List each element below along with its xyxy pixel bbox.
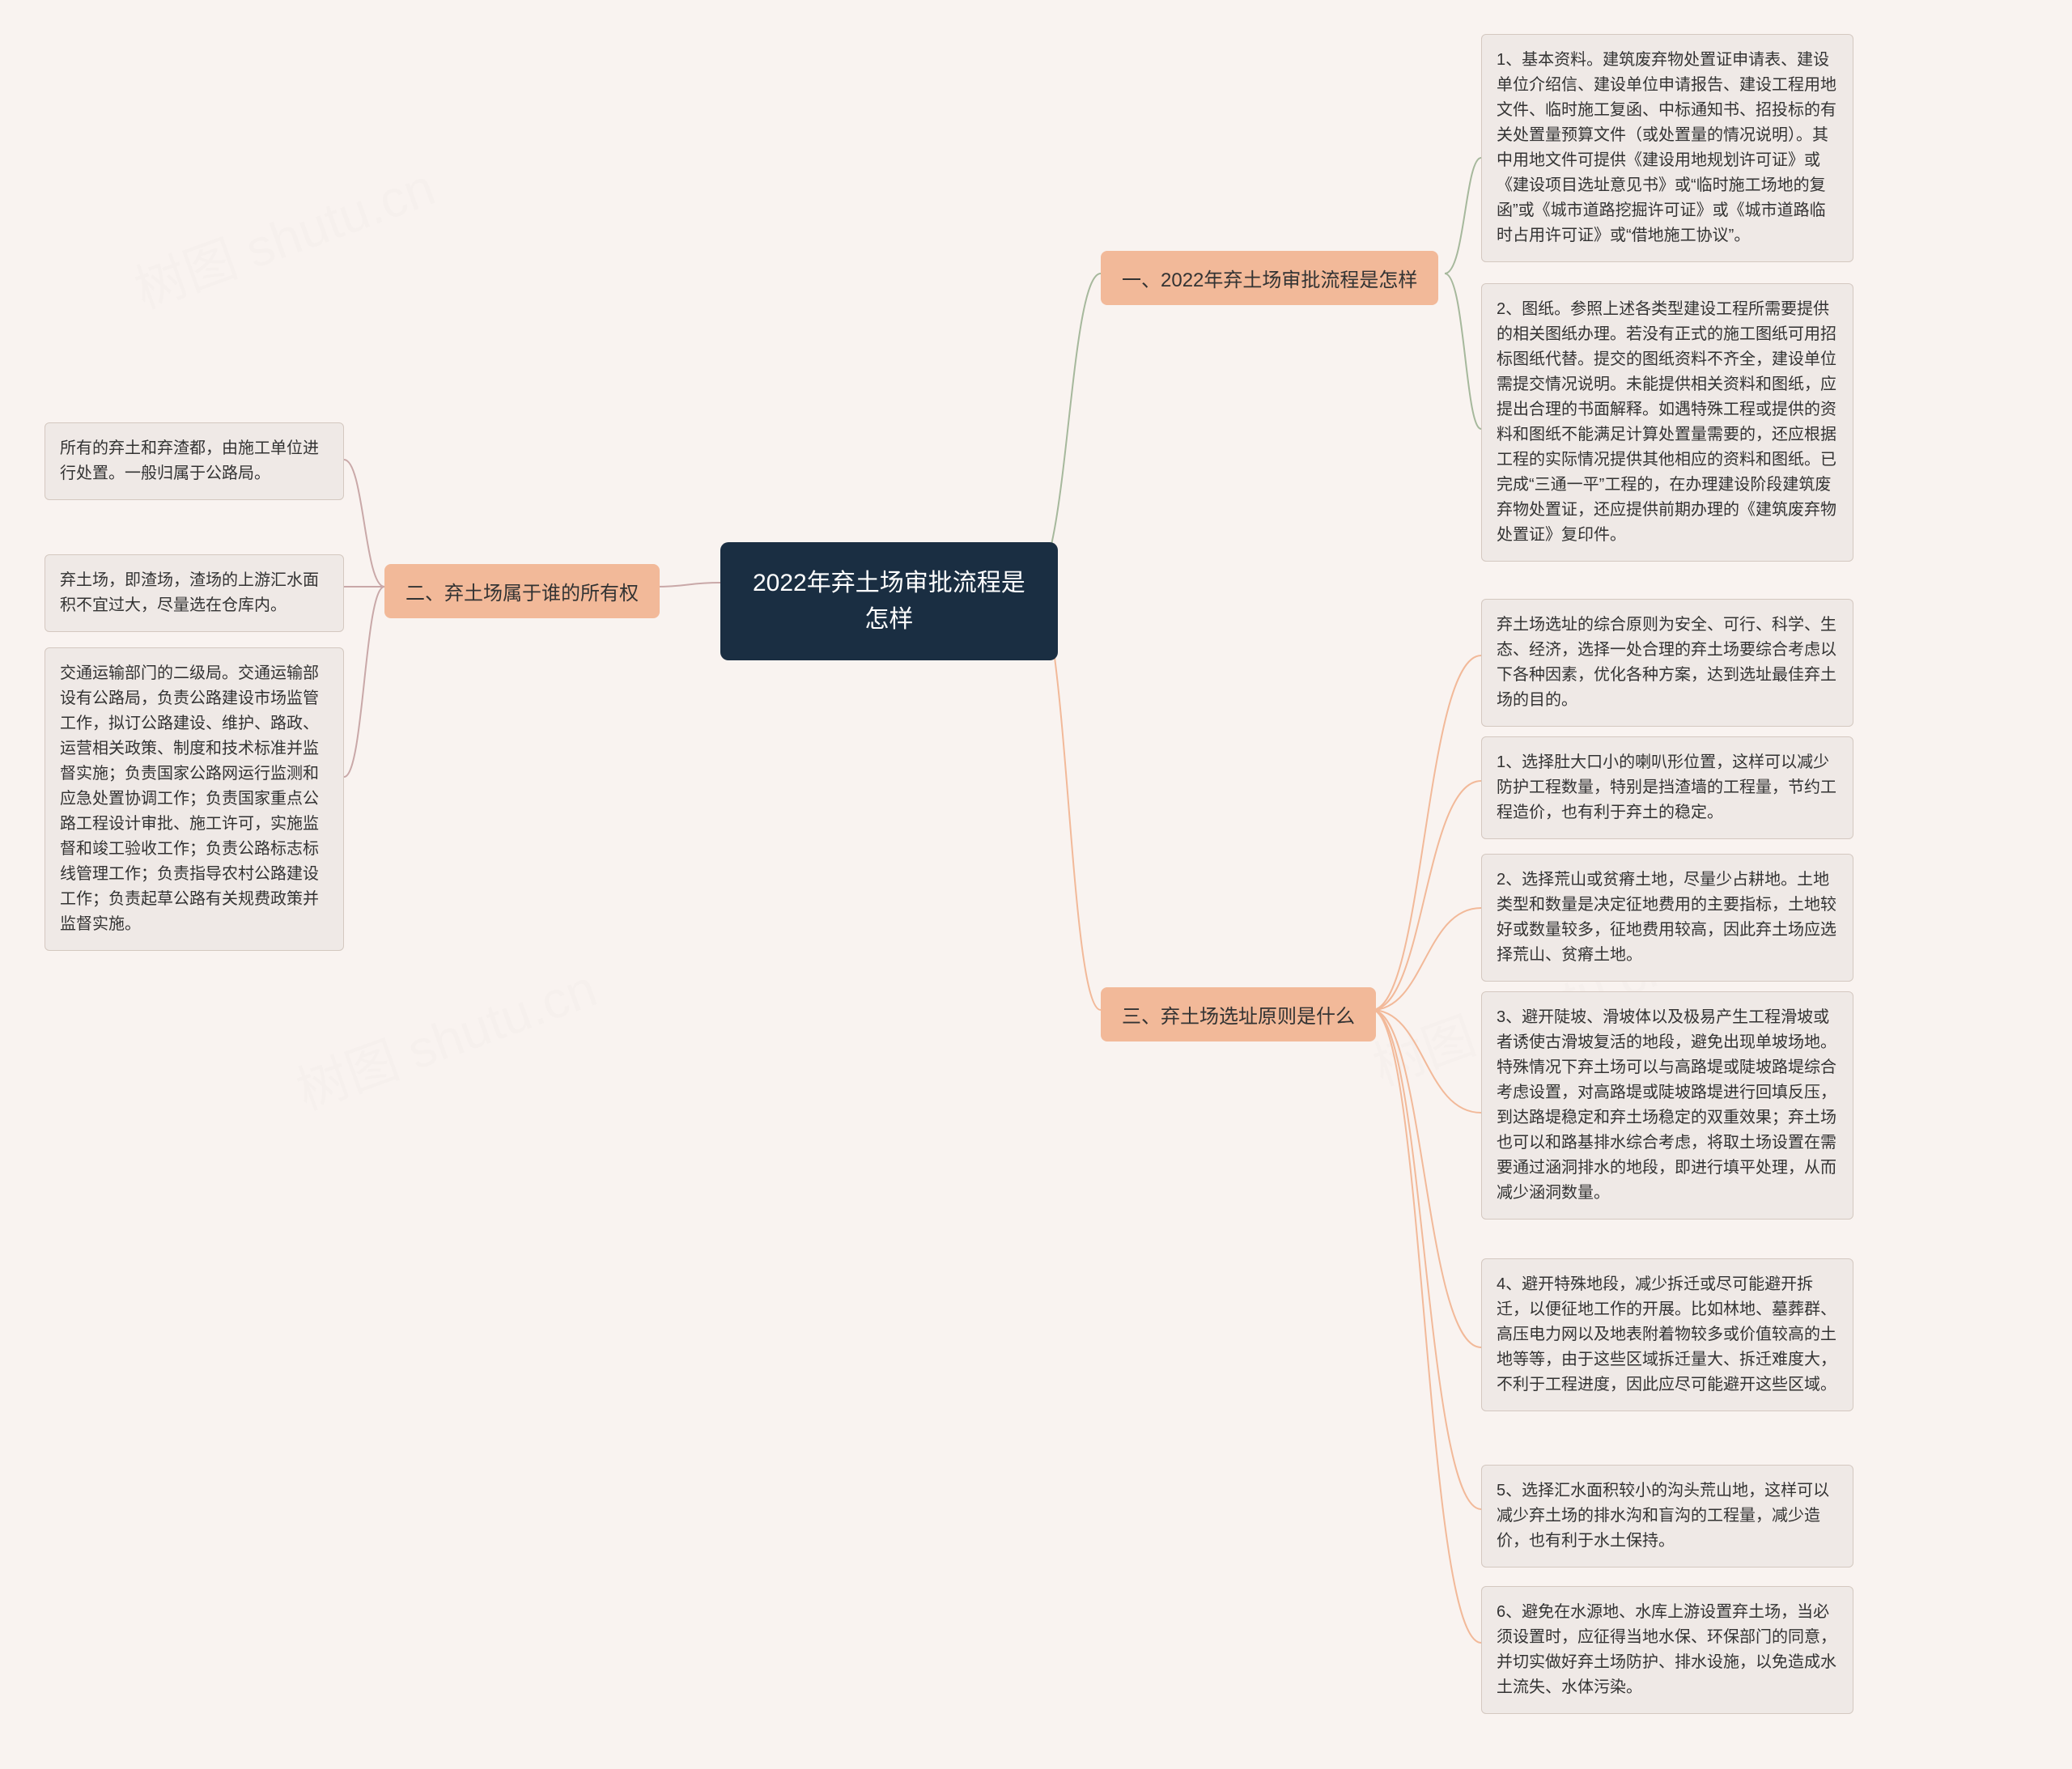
leaf-node[interactable]: 2、图纸。参照上述各类型建设工程所需要提供的相关图纸办理。若没有正式的施工图纸可…	[1481, 283, 1853, 562]
branch-node-2[interactable]: 二、弃土场属于谁的所有权	[384, 564, 660, 618]
leaf-node[interactable]: 4、避开特殊地段，减少拆迁或尽可能避开拆迁，以便征地工作的开展。比如林地、墓葬群…	[1481, 1258, 1853, 1411]
leaf-node[interactable]: 1、基本资料。建筑废弃物处置证申请表、建设单位介绍信、建设单位申请报告、建设工程…	[1481, 34, 1853, 262]
leaf-node[interactable]: 3、避开陡坡、滑坡体以及极易产生工程滑坡或者诱使古滑坡复活的地段，避免出现单坡场…	[1481, 991, 1853, 1220]
leaf-node[interactable]: 交通运输部门的二级局。交通运输部设有公路局，负责公路建设市场监管工作，拟订公路建…	[45, 647, 344, 951]
leaf-node[interactable]: 6、避免在水源地、水库上游设置弃土场，当必须设置时，应征得当地水保、环保部门的同…	[1481, 1586, 1853, 1714]
branch-node-1[interactable]: 一、2022年弃土场审批流程是怎样	[1101, 251, 1438, 305]
leaf-node[interactable]: 1、选择肚大口小的喇叭形位置，这样可以减少防护工程数量，特别是挡渣墙的工程量，节…	[1481, 736, 1853, 839]
leaf-node[interactable]: 2、选择荒山或贫瘠土地，尽量少占耕地。土地类型和数量是决定征地费用的主要指标，土…	[1481, 854, 1853, 982]
leaf-node[interactable]: 弃土场选址的综合原则为安全、可行、科学、生态、经济，选择一处合理的弃土场要综合考…	[1481, 599, 1853, 727]
leaf-node[interactable]: 5、选择汇水面积较小的沟头荒山地，这样可以减少弃土场的排水沟和盲沟的工程量，减少…	[1481, 1465, 1853, 1567]
center-node[interactable]: 2022年弃土场审批流程是怎样	[720, 542, 1058, 660]
branch-node-3[interactable]: 三、弃土场选址原则是什么	[1101, 987, 1376, 1041]
leaf-node[interactable]: 弃土场，即渣场，渣场的上游汇水面积不宜过大，尽量选在仓库内。	[45, 554, 344, 632]
leaf-node[interactable]: 所有的弃土和弃渣都，由施工单位进行处置。一般归属于公路局。	[45, 422, 344, 500]
